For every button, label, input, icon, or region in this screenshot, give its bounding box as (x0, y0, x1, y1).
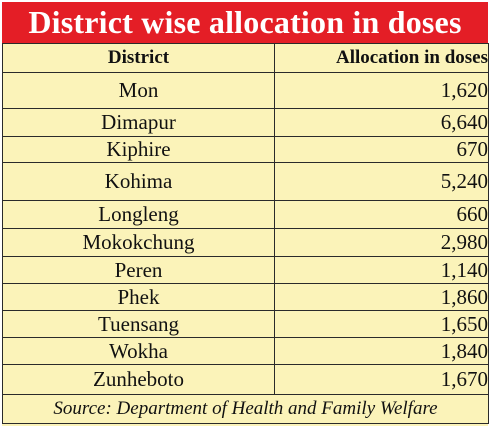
allocation-cell: 5,240 (274, 162, 489, 201)
allocation-cell: 1,840 (274, 337, 489, 365)
column-header-allocation: Allocation in doses (274, 43, 489, 73)
allocation-cell: 6,640 (274, 108, 489, 137)
district-cell: Zunheboto (2, 364, 275, 395)
source-row: Source: Department of Health and Family … (2, 394, 489, 424)
allocation-table: District Allocation in doses Mon 1,620 Dim… (2, 43, 489, 424)
allocation-cell: 670 (274, 136, 489, 163)
table-row: Zunheboto 1,670 (2, 364, 489, 395)
table-row: Phek 1,860 (2, 283, 489, 311)
allocation-cell: 1,620 (274, 72, 489, 109)
allocation-cell: 1,650 (274, 310, 489, 338)
district-cell: Mon (2, 72, 275, 109)
district-cell: Peren (2, 256, 275, 284)
source-note: Source: Department of Health and Family … (2, 394, 489, 424)
district-cell: Mokokchung (2, 228, 275, 257)
table-row: Tuensang 1,650 (2, 310, 489, 338)
district-cell: Tuensang (2, 310, 275, 338)
table-row: Peren 1,140 (2, 256, 489, 284)
district-cell: Wokha (2, 337, 275, 365)
district-cell: Dimapur (2, 108, 275, 137)
table-row: Dimapur 6,640 (2, 108, 489, 137)
table-row: Wokha 1,840 (2, 337, 489, 365)
table-row: Kohima 5,240 (2, 162, 489, 201)
district-cell: Kohima (2, 162, 275, 201)
district-cell: Kiphire (2, 136, 275, 163)
district-cell: Phek (2, 283, 275, 311)
table-row: Kiphire 670 (2, 136, 489, 163)
allocation-cell: 1,860 (274, 283, 489, 311)
allocation-cell: 2,980 (274, 228, 489, 257)
table-row: Mon 1,620 (2, 72, 489, 109)
column-header-district: District (2, 43, 275, 73)
allocation-table-card: District wise allocation in doses Distri… (2, 2, 489, 426)
allocation-cell: 1,140 (274, 256, 489, 284)
allocation-cell: 1,670 (274, 364, 489, 395)
table-title: District wise allocation in doses (2, 2, 488, 43)
district-cell: Longleng (2, 200, 275, 229)
header-row: District Allocation in doses (2, 43, 489, 73)
allocation-cell: 660 (274, 200, 489, 229)
table-row: Mokokchung 2,980 (2, 228, 489, 257)
table-row: Longleng 660 (2, 200, 489, 229)
